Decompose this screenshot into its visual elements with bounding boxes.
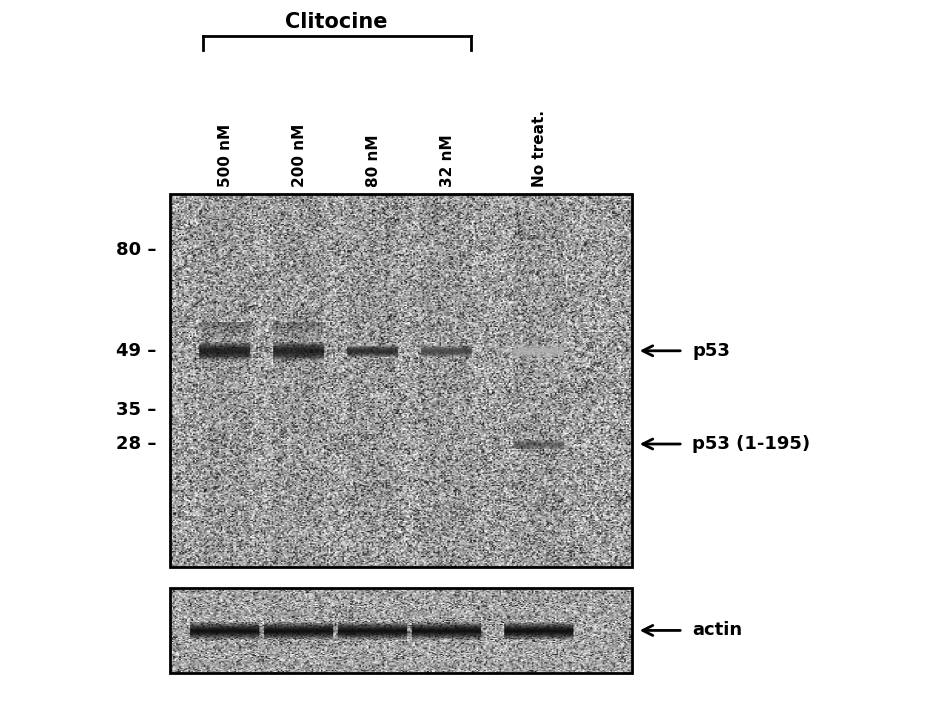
Text: p53 (1-195): p53 (1-195): [692, 435, 811, 453]
Text: 28 –: 28 –: [116, 435, 157, 453]
Text: Clitocine: Clitocine: [285, 12, 388, 32]
Bar: [171, 588, 632, 673]
Text: 80 –: 80 –: [116, 241, 157, 259]
Text: 80 nM: 80 nM: [366, 135, 381, 187]
Text: 32 nM: 32 nM: [440, 135, 455, 187]
Text: No treat.: No treat.: [532, 110, 547, 187]
Text: 500 nM: 500 nM: [218, 124, 233, 187]
Text: 35 –: 35 –: [116, 402, 157, 419]
Text: 49 –: 49 –: [116, 342, 157, 360]
Bar: [171, 194, 632, 567]
Text: p53: p53: [692, 342, 730, 360]
Text: 200 nM: 200 nM: [293, 124, 308, 187]
Text: actin: actin: [692, 622, 743, 639]
